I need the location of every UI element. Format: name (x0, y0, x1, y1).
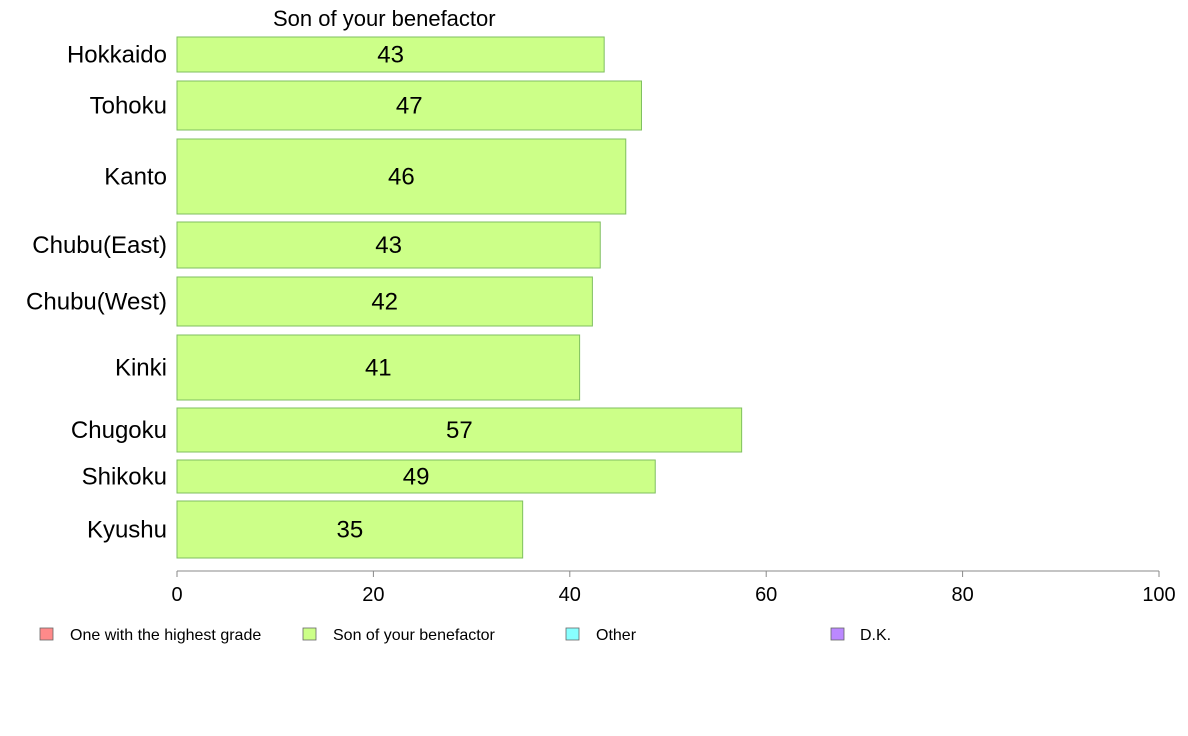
bar-kyushu (176, 500, 524, 559)
category-label: Tohoku (90, 93, 167, 120)
category-label: Chubu(East) (32, 232, 167, 259)
bar-kanto (176, 138, 627, 215)
bar-hokkaido (176, 36, 605, 73)
bar-shikoku (176, 459, 656, 494)
x-tick-label: 20 (362, 584, 384, 606)
legend-swatch (39, 627, 54, 641)
category-label: Kinki (115, 355, 167, 382)
bar-value-label: 47 (396, 93, 423, 120)
legend-swatch (302, 627, 317, 641)
bar-value-label: 35 (336, 517, 363, 544)
category-label: Kanto (104, 164, 167, 191)
bar-chugoku (176, 407, 743, 453)
bar-value-label: 41 (365, 355, 392, 382)
x-tick-label: 0 (171, 584, 182, 606)
category-label: Kyushu (87, 517, 167, 544)
bar-value-label: 43 (377, 42, 404, 69)
legend-label: D.K. (860, 627, 891, 644)
x-tick-label: 100 (1142, 584, 1175, 606)
bar-value-label: 42 (371, 289, 398, 316)
category-label: Chubu(West) (26, 289, 167, 316)
category-label: Shikoku (82, 464, 167, 491)
bar-tohoku (176, 80, 642, 131)
bar-chubu-west- (176, 276, 593, 327)
x-tick-label: 60 (755, 584, 777, 606)
legend-label: One with the highest grade (70, 627, 261, 644)
legend-label: Other (596, 627, 637, 644)
category-label: Hokkaido (67, 42, 167, 69)
legend-swatch (830, 627, 845, 641)
bar-value-label: 49 (403, 464, 430, 491)
bar-value-label: 57 (446, 417, 473, 444)
chart-title: Son of your benefactor (273, 6, 496, 31)
bar-value-label: 46 (388, 164, 415, 191)
bar-value-label: 43 (375, 232, 402, 259)
bar-chubu-east- (176, 221, 601, 269)
category-label: Chugoku (71, 417, 167, 444)
legend-swatch (565, 627, 580, 641)
legend-label: Son of your benefactor (333, 627, 496, 644)
x-tick-label: 80 (951, 584, 973, 606)
x-tick-label: 40 (559, 584, 581, 606)
bar-kinki (176, 334, 581, 401)
